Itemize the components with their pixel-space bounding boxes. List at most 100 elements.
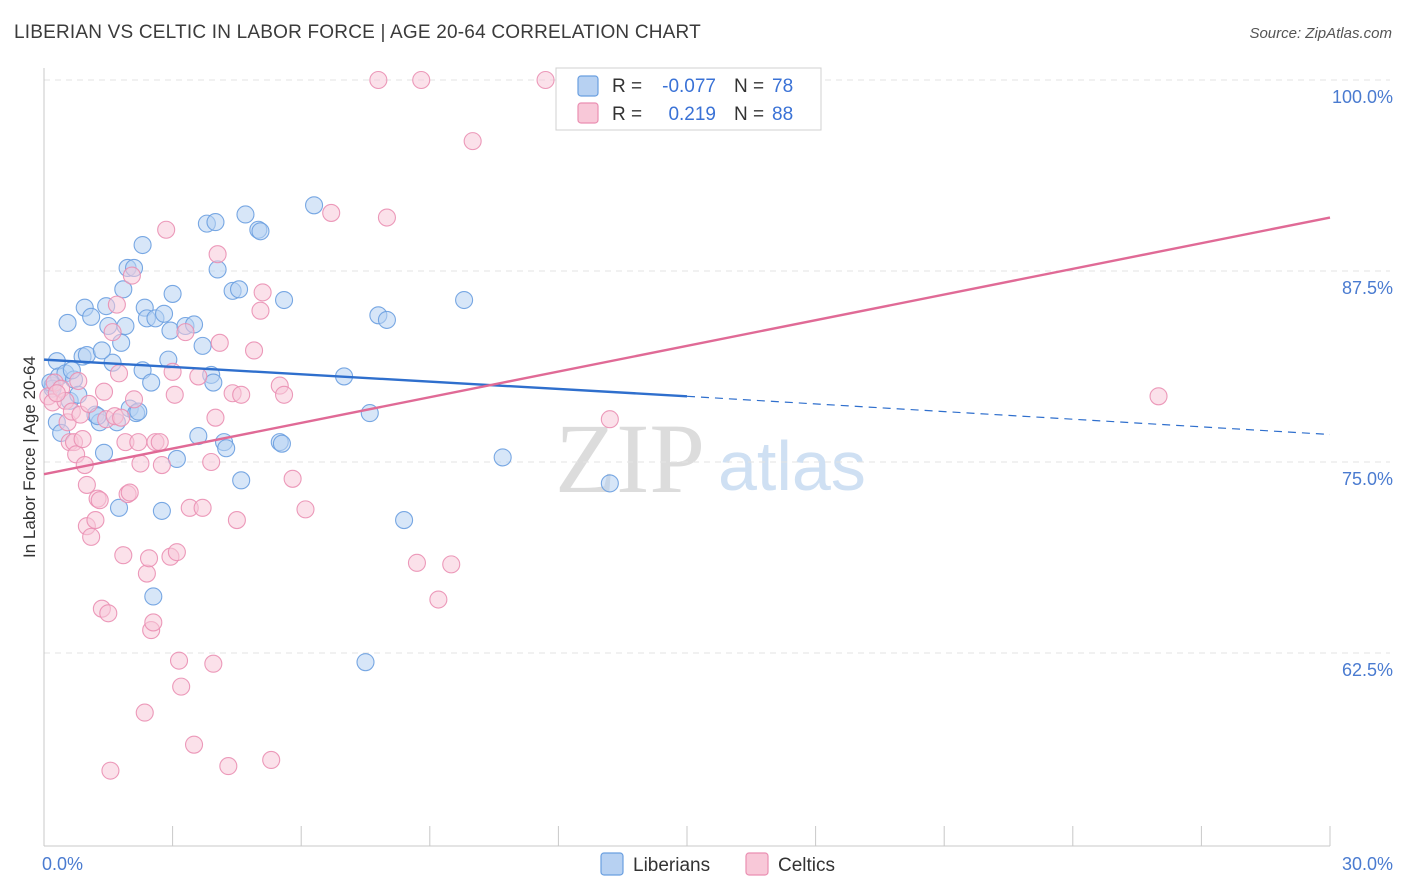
trend-line-solid	[43, 358, 688, 398]
scatter-point	[296, 500, 315, 519]
scatter-point	[154, 304, 174, 323]
trend-line-solid	[43, 216, 1331, 476]
scatter-point	[463, 132, 482, 151]
series-legend-swatch-liberians	[600, 852, 624, 876]
celtics-points	[39, 70, 1168, 780]
legend-n-label-liberians: N =	[734, 76, 764, 97]
series-legend-label-liberians: Liberians	[633, 855, 710, 876]
legend-swatch-liberians	[577, 75, 599, 97]
scatter-point	[92, 341, 111, 360]
scatter-point	[395, 511, 414, 530]
scatter-point	[232, 385, 251, 404]
scatter-point	[210, 333, 229, 352]
scatter-point	[152, 501, 171, 520]
scatter-point	[193, 336, 212, 355]
scatter-point	[377, 310, 396, 329]
legend-box	[555, 67, 822, 131]
scatter-point	[262, 750, 281, 770]
legend-r-label-celtics: R =	[612, 104, 642, 125]
scatter-point	[120, 483, 139, 502]
scatter-point	[135, 703, 154, 722]
legend-r-value-liberians: -0.077	[662, 76, 716, 97]
scatter-point	[204, 654, 223, 673]
scatter-point	[322, 203, 341, 222]
scatter-point	[114, 280, 133, 299]
legend-r-label-liberians: R =	[612, 76, 642, 97]
scatter-point	[144, 613, 163, 632]
scatter-point	[82, 527, 101, 546]
chart-title: LIBERIAN VS CELTIC IN LABOR FORCE | AGE …	[14, 22, 701, 43]
scatter-point	[114, 546, 133, 565]
scatter-point	[103, 323, 122, 342]
scatter-point	[407, 553, 426, 572]
scatter-point	[1149, 387, 1168, 406]
scatter-point	[600, 410, 619, 429]
scatter-point	[139, 549, 159, 568]
y-axis-label: In Labor Force | Age 20-64	[20, 356, 39, 558]
scatter-point	[251, 301, 270, 320]
gridlines	[44, 79, 1390, 654]
scatter-point	[356, 653, 375, 672]
scatter-point	[455, 290, 474, 310]
scatter-point	[137, 564, 156, 583]
chart-source: Source: ZipAtlas.com	[1249, 25, 1392, 42]
x-minor-ticks	[43, 826, 1331, 846]
scatter-point	[442, 555, 461, 574]
scatter-point	[236, 205, 255, 224]
trend-line-dashed	[686, 395, 1331, 436]
trend-lines	[43, 216, 1331, 476]
scatter-point	[227, 511, 246, 530]
legend-n-label-celtics: N =	[734, 104, 764, 125]
scatter-point	[206, 408, 225, 427]
scatter-point	[206, 213, 225, 232]
scatter-point	[144, 587, 163, 606]
scatter-point	[217, 439, 236, 458]
scatter-point	[202, 452, 221, 472]
scatter-point	[189, 367, 208, 386]
scatter-point	[275, 385, 294, 404]
scatter-point	[253, 283, 272, 302]
watermark-zip: ZIP	[555, 403, 705, 514]
scatter-point	[109, 364, 129, 383]
y-tick-label: 75.0%	[1342, 469, 1393, 489]
scatter-point	[169, 651, 189, 670]
scatter-point	[109, 498, 129, 517]
scatter-point	[77, 475, 96, 494]
y-tick-label: 87.5%	[1342, 278, 1393, 298]
legend-n-value-celtics: 88	[772, 104, 793, 125]
scatter-point	[94, 443, 114, 462]
scatter-point	[142, 373, 161, 392]
y-tick-label: 62.5%	[1342, 660, 1393, 680]
scatter-point	[536, 70, 555, 90]
scatter-point	[161, 321, 180, 340]
scatter-point	[251, 222, 270, 241]
scatter-point	[275, 290, 294, 310]
scatter-point	[412, 70, 431, 90]
scatter-point	[193, 498, 212, 517]
scatter-point	[163, 284, 182, 303]
scatter-point	[129, 433, 148, 452]
scatter-point	[94, 382, 114, 401]
scatter-point	[79, 394, 99, 413]
scatter-point	[101, 761, 120, 780]
scatter-point	[208, 245, 227, 264]
scatter-point	[90, 491, 109, 510]
scatter-point	[283, 469, 302, 488]
scatter-point	[172, 677, 191, 696]
series-legend: Liberians Celtics	[600, 852, 835, 876]
scatter-point	[429, 590, 448, 609]
scatter-point	[204, 373, 223, 392]
scatter-point	[152, 456, 171, 475]
legend-swatch-celtics	[577, 102, 599, 124]
series-legend-swatch-celtics	[745, 852, 769, 876]
scatter-point	[167, 543, 186, 562]
scatter-point	[124, 390, 144, 409]
scatter-point	[208, 260, 227, 279]
scatter-point	[69, 371, 88, 391]
scatter-point	[272, 434, 291, 453]
scatter-point	[82, 307, 101, 326]
legend-n-value-liberians: 78	[772, 76, 793, 97]
scatter-point	[377, 208, 396, 227]
scatter-point	[229, 280, 249, 299]
